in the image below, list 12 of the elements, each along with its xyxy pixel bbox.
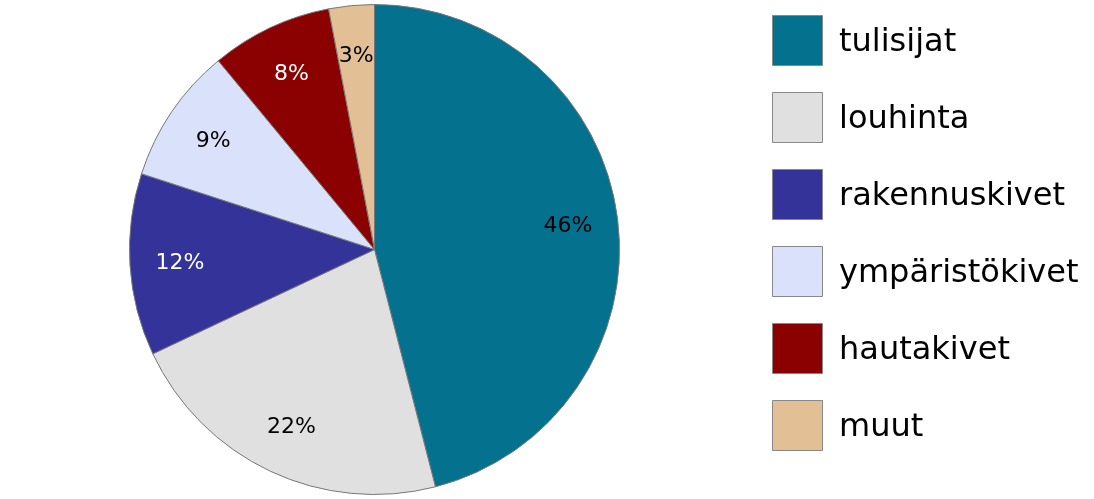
data-label: 22% (267, 412, 316, 438)
legend-label: ympäristökivet (839, 251, 1079, 290)
data-label: 12% (155, 248, 205, 274)
data-label: 8% (274, 60, 309, 86)
legend-label: louhinta (839, 97, 970, 136)
data-label: 9% (195, 126, 231, 152)
legend-label: tulisijat (839, 20, 957, 59)
legend-label: rakennuskivet (839, 174, 1065, 213)
data-label: 3% (338, 42, 374, 68)
legend-label: hautakivet (839, 328, 1010, 367)
data-label: 46% (543, 212, 593, 238)
legend-label: muut (839, 405, 924, 444)
